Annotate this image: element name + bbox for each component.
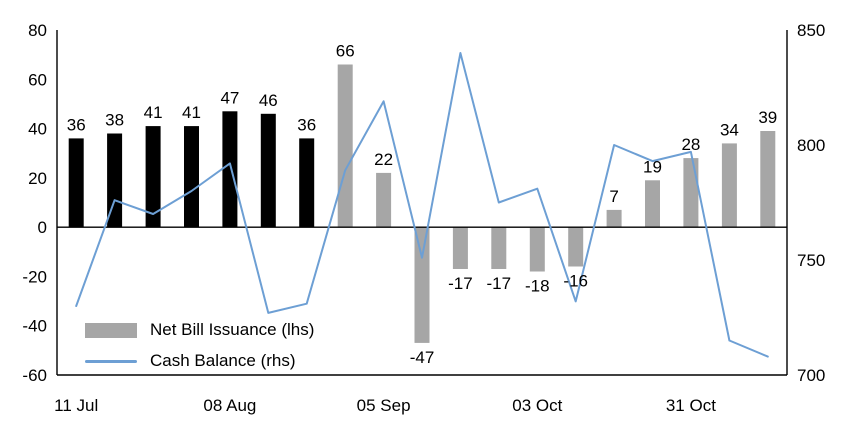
bar-value-label: 36 — [297, 115, 316, 134]
bar-value-label: 41 — [144, 103, 163, 122]
bar-value-label: 36 — [67, 115, 86, 134]
bar-value-label: 34 — [720, 120, 739, 139]
cash-balance-line — [75, 52, 769, 358]
legend-item-net-bill-issuance: Net Bill Issuance (lhs) — [85, 320, 314, 340]
bar-value-label: 41 — [182, 103, 201, 122]
legend: Net Bill Issuance (lhs) Cash Balance (rh… — [85, 320, 314, 371]
left-axis-tick-label: -20 — [22, 267, 47, 286]
left-axis-tick-label: 0 — [38, 218, 47, 237]
bar — [568, 227, 584, 267]
bar — [145, 126, 161, 228]
bar — [260, 113, 276, 228]
x-axis-tick-label: 31 Oct — [666, 396, 716, 415]
bar — [414, 227, 430, 343]
left-axis-tick-label: -40 — [22, 317, 47, 336]
bar-value-label: -16 — [563, 272, 588, 291]
bar-value-label: 66 — [336, 42, 355, 61]
right-axis-tick-label: 800 — [797, 136, 825, 155]
x-axis-tick-label: 03 Oct — [512, 396, 562, 415]
bar-value-label: -17 — [448, 274, 473, 293]
bar — [721, 143, 737, 228]
x-axis-tick-label: 08 Aug — [203, 396, 256, 415]
bar — [529, 227, 545, 272]
bar — [184, 126, 199, 228]
x-axis-tick-label: 05 Sep — [357, 396, 411, 415]
bar-value-label: -17 — [487, 274, 512, 293]
bar — [299, 138, 315, 228]
bar-value-label: 7 — [609, 187, 618, 206]
right-axis-tick-label: 700 — [797, 366, 825, 385]
bar — [222, 111, 238, 228]
left-axis-tick-label: 80 — [28, 21, 47, 40]
bar-value-label: -47 — [410, 348, 435, 367]
left-axis-tick-label: 60 — [28, 70, 47, 89]
left-axis-tick-label: 40 — [28, 120, 47, 139]
bar-value-label: 38 — [105, 111, 124, 130]
bar-swatch-icon — [85, 322, 137, 338]
bar — [491, 227, 507, 269]
right-axis-tick-label: 850 — [797, 21, 825, 40]
x-axis-tick-label: 11 Jul — [54, 396, 98, 415]
legend-label-cash-balance: Cash Balance (rhs) — [150, 351, 296, 370]
left-axis-tick-label: 20 — [28, 169, 47, 188]
bar-value-label: 46 — [259, 91, 278, 110]
legend-label-net-bill-issuance: Net Bill Issuance (lhs) — [150, 320, 315, 339]
bar — [337, 64, 353, 228]
bar — [606, 209, 622, 228]
bar — [452, 227, 468, 269]
bar — [107, 133, 123, 228]
bar-value-label: -18 — [525, 277, 550, 296]
bar-value-label: 28 — [681, 135, 700, 154]
bar — [760, 131, 776, 228]
bar-value-label: 19 — [643, 157, 662, 176]
right-axis-tick-label: 750 — [797, 251, 825, 270]
line-swatch-icon — [85, 359, 137, 363]
bar — [68, 138, 84, 228]
bar-value-label: 47 — [220, 88, 239, 107]
left-axis-tick-label: -60 — [22, 366, 47, 385]
bar — [645, 180, 660, 228]
bar — [683, 158, 699, 228]
bar-value-label: 22 — [374, 150, 393, 169]
bar — [376, 172, 392, 228]
bar-value-label: 39 — [758, 108, 777, 127]
legend-item-cash-balance: Cash Balance (rhs) — [85, 351, 314, 371]
